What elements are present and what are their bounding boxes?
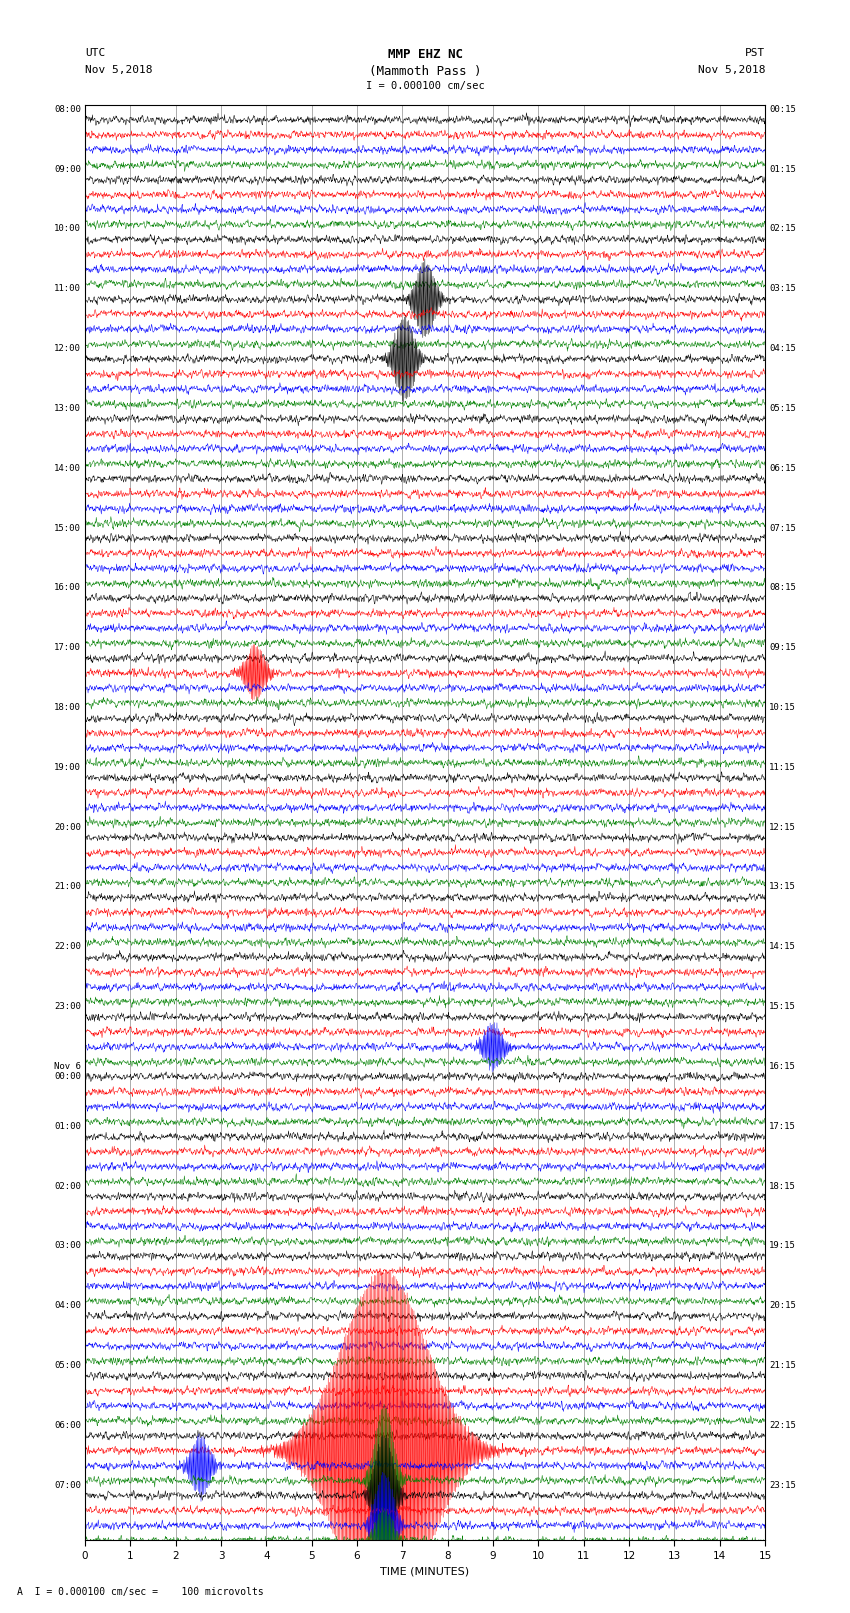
- Text: PST: PST: [745, 48, 765, 58]
- Text: A  I = 0.000100 cm/sec =    100 microvolts: A I = 0.000100 cm/sec = 100 microvolts: [17, 1587, 264, 1597]
- X-axis label: TIME (MINUTES): TIME (MINUTES): [381, 1566, 469, 1576]
- Text: MMP EHZ NC: MMP EHZ NC: [388, 48, 462, 61]
- Text: (Mammoth Pass ): (Mammoth Pass ): [369, 65, 481, 77]
- Text: Nov 5,2018: Nov 5,2018: [698, 65, 765, 74]
- Text: Nov 5,2018: Nov 5,2018: [85, 65, 152, 74]
- Text: UTC: UTC: [85, 48, 105, 58]
- Text: I = 0.000100 cm/sec: I = 0.000100 cm/sec: [366, 81, 484, 90]
